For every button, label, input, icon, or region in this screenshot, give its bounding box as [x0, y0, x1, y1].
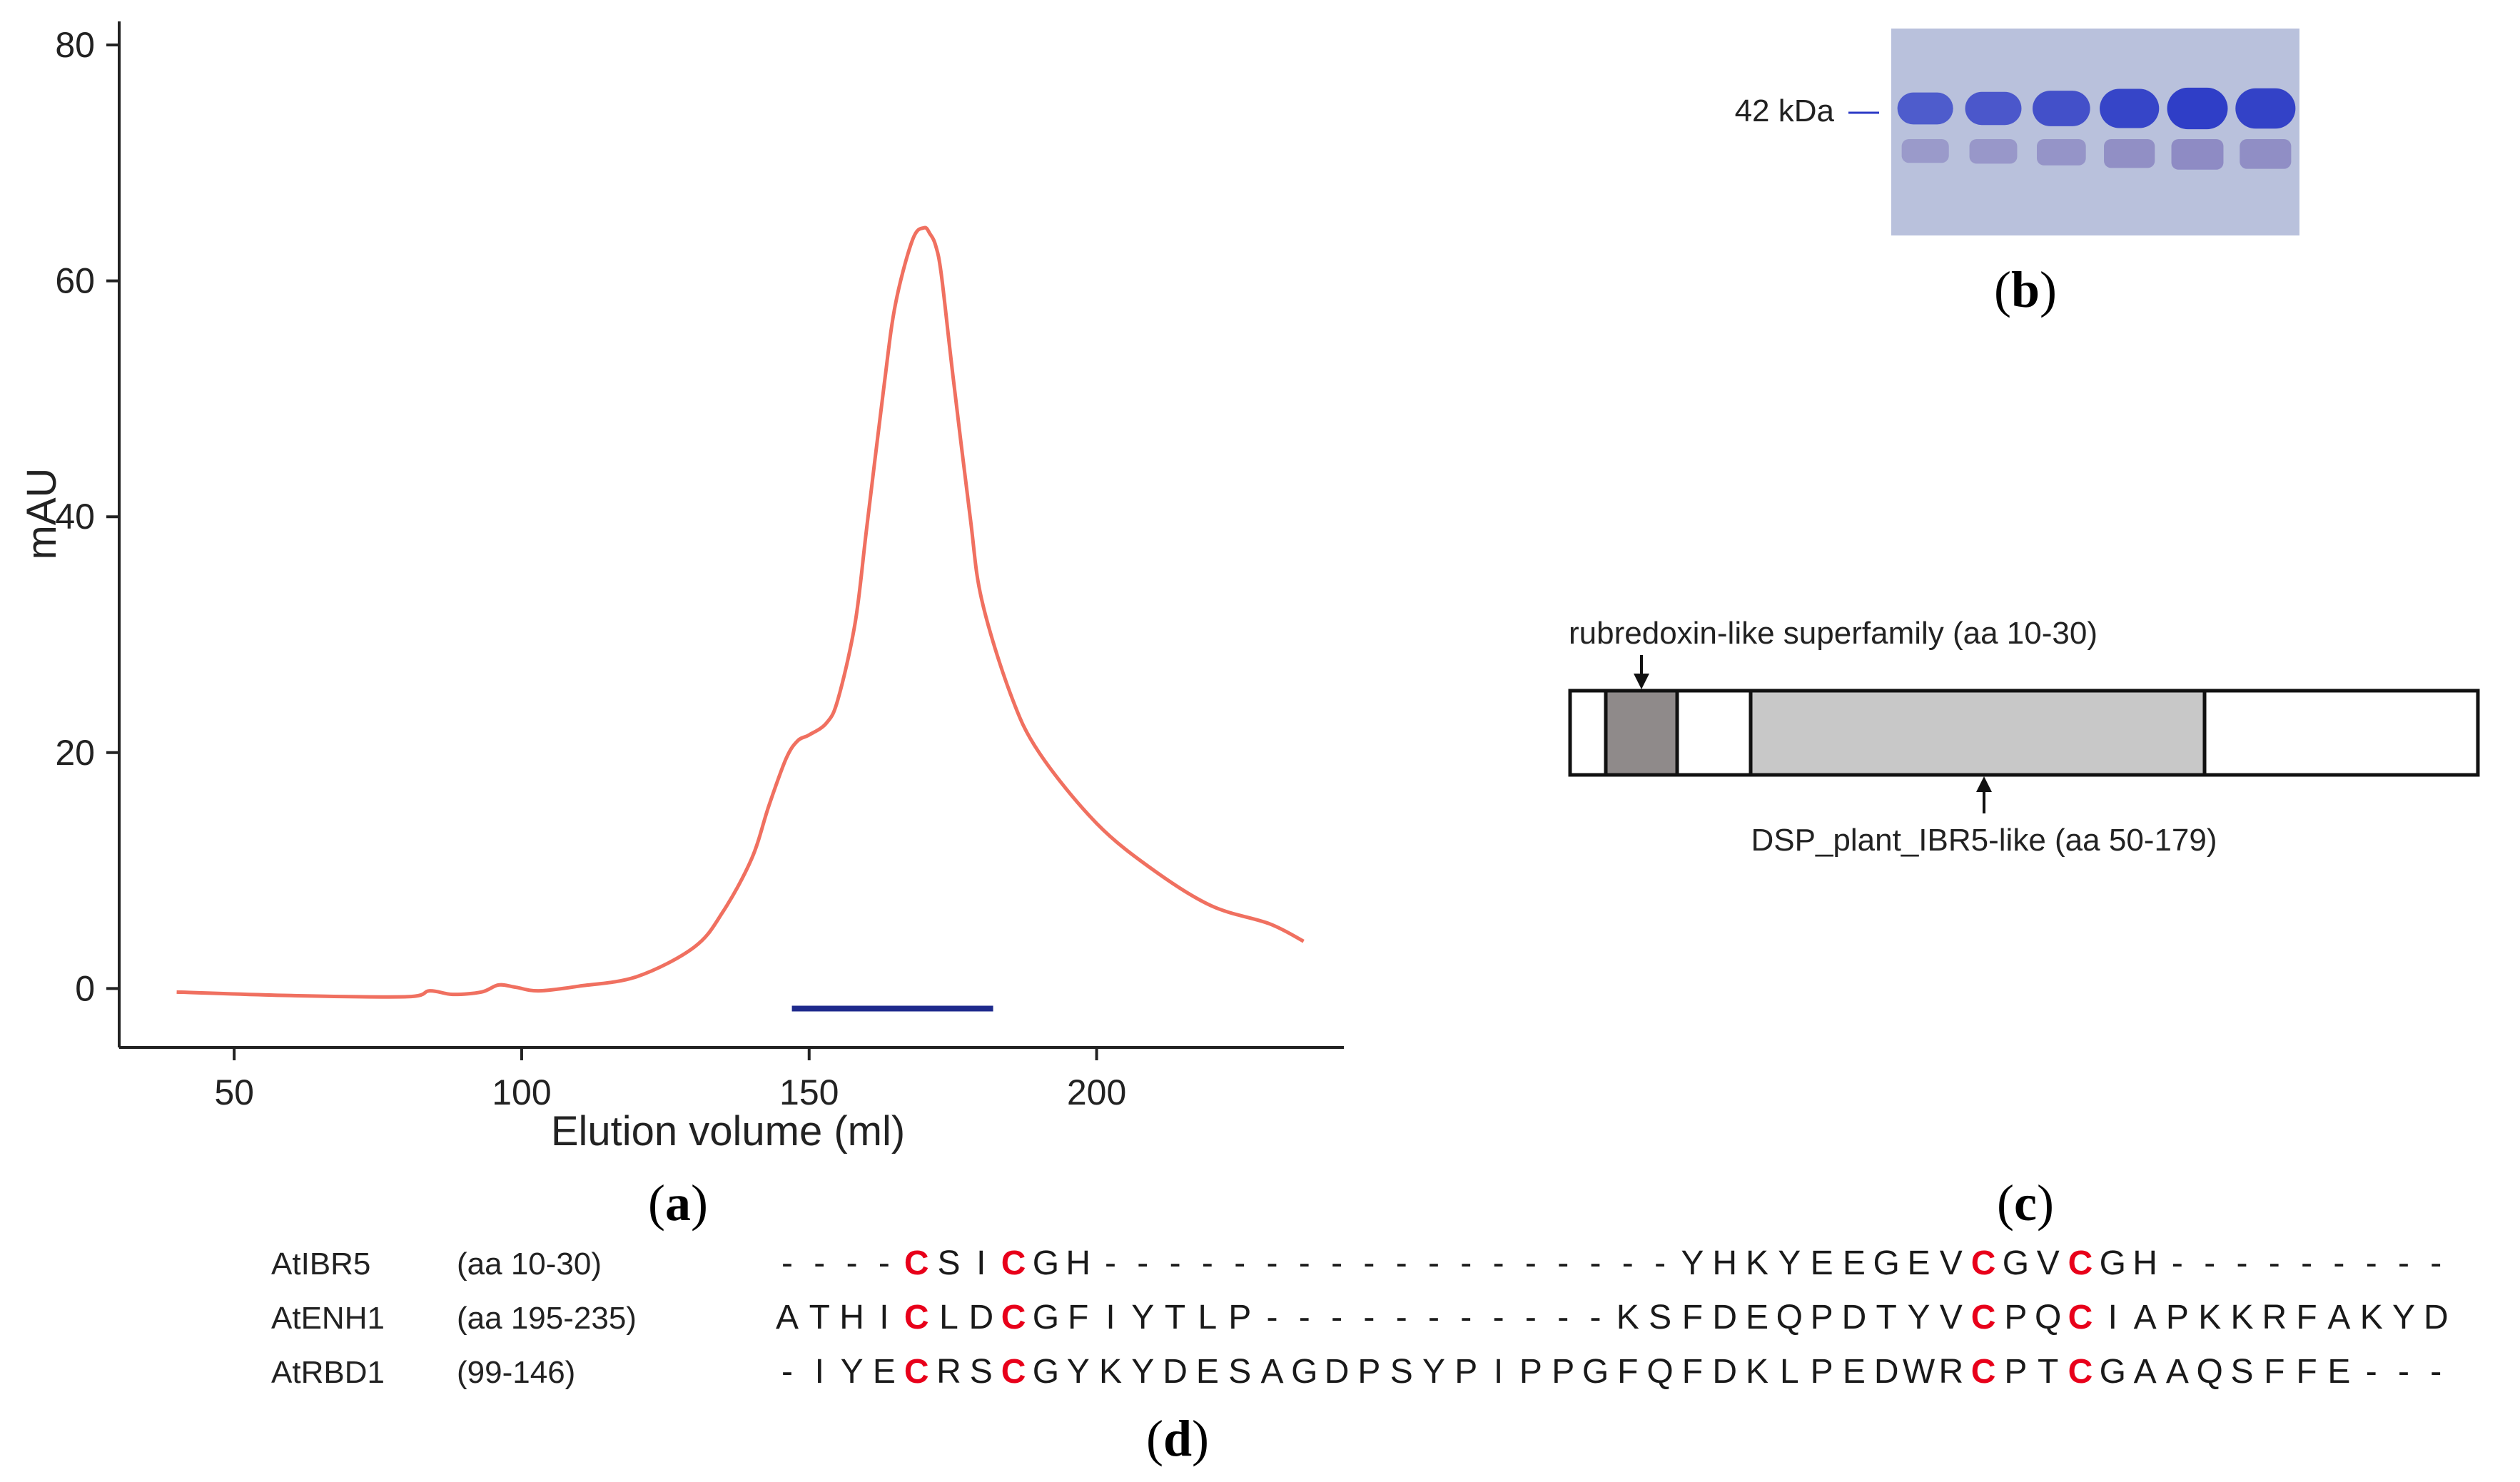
y-axis-title: mAU — [19, 468, 65, 560]
panel-label-d: (d) — [1146, 1410, 1209, 1467]
elution-trace — [176, 225, 1305, 999]
domain-diagram: rubredoxin-like superfamily (aa 10-30) D… — [1568, 616, 2480, 858]
seq-range-0: (aa 10-30) — [457, 1247, 602, 1281]
domain-arrow-head — [1976, 776, 1992, 792]
gel-band-main — [1897, 92, 1953, 125]
motif-arrow-head — [1634, 674, 1649, 689]
x-tick-label: 50 — [214, 1072, 254, 1112]
seq-range-1: (aa 195-235) — [457, 1301, 637, 1336]
domain-label: DSP_plant_IBR5-like (aa 50-179) — [1751, 823, 2217, 858]
y-tick-label: 40 — [55, 497, 95, 537]
panel-label-b: (b) — [1994, 261, 2057, 318]
panel-label-a: (a) — [648, 1174, 708, 1232]
x-axis-title: Elution volume (ml) — [551, 1108, 905, 1154]
gel-band-lower — [1969, 139, 2018, 164]
gel-band-lower — [1901, 139, 1949, 163]
y-tick-label: 0 — [75, 968, 95, 1008]
gel-band-lower — [2104, 139, 2155, 168]
y-tick-label: 80 — [55, 25, 95, 65]
x-tick-label: 100 — [492, 1072, 551, 1112]
gel-band-lower — [2037, 139, 2086, 166]
gel-background — [1891, 29, 2299, 235]
gel-band-main — [1965, 91, 2022, 126]
x-tick-label: 200 — [1067, 1072, 1126, 1112]
sequence-alignment: AtIBR5 (aa 10-30) AtENH1 (aa 195-235) At… — [271, 1244, 2449, 1391]
gel-band-main — [2100, 88, 2160, 128]
motif-label: rubredoxin-like superfamily (aa 10-30) — [1569, 616, 2098, 651]
gel-size-marker-label: 42 kDa — [1735, 93, 1835, 128]
x-tick-label: 150 — [779, 1072, 839, 1112]
chromatogram: 0 20 40 60 80 50 100 150 200 mAU Elution volume… — [19, 21, 1344, 1154]
seq-name-1: AtENH1 — [271, 1301, 385, 1336]
gel-band-lower — [2240, 139, 2292, 169]
panel-label-c: (c) — [1997, 1174, 2054, 1232]
seq-range-2: (99-146) — [457, 1355, 575, 1390]
seq-name-2: AtRBD1 — [271, 1355, 385, 1390]
gel-band-main — [2235, 88, 2296, 129]
gel-band-main — [2033, 91, 2090, 126]
gel-band-main — [2167, 87, 2228, 130]
rubredoxin-motif-box — [1604, 689, 1679, 777]
y-tick-label: 20 — [55, 733, 95, 773]
dsp-domain-box — [1749, 689, 2207, 777]
y-tick-label: 60 — [55, 261, 95, 301]
sds-page-gel: 42 kDa — [1735, 29, 2299, 235]
gel-band-lower — [2171, 139, 2224, 170]
seq-name-0: AtIBR5 — [271, 1247, 370, 1281]
